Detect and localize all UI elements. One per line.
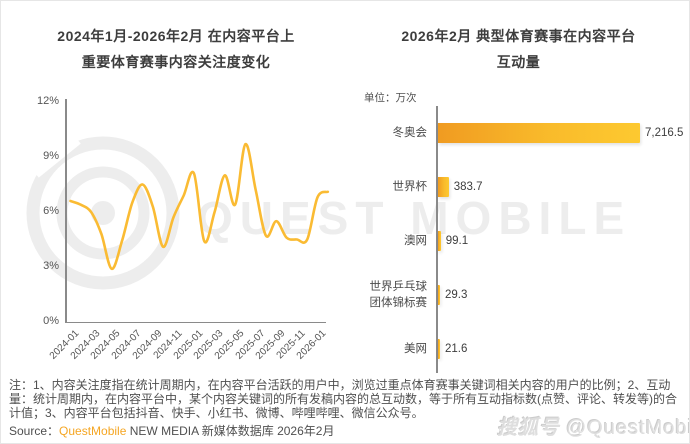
bar-value-label: 7,216.5 (645, 127, 684, 139)
line-chart-title-line1: 2024年1月-2026年2月 在内容平台上 (57, 28, 295, 44)
y-tick-label: 0% (43, 315, 59, 327)
footnote: 注：1、内容关注度指在统计周期内，在内容平台活跃的用户中，浏览过重点体育赛事关键… (9, 378, 677, 421)
source-suffix: NEW MEDIA 新媒体数据库 2026年2月 (126, 424, 335, 438)
bar-chart-title: 2026年2月 典型体育赛事在内容平台 互动量 (371, 23, 666, 75)
bar-category-label: 澳网 (404, 233, 427, 249)
source-line: Source：QuestMobile NEW MEDIA 新媒体数据库 2026… (9, 422, 334, 439)
bar-category-label: 冬奥会 (393, 125, 428, 141)
bar-category-label: 美网 (404, 341, 427, 357)
line-chart-title-line2: 重要体育赛事内容关注度变化 (81, 54, 271, 70)
bar-category-line: 冬奥会 (392, 127, 428, 139)
bar (438, 285, 440, 305)
y-tick-label: 12% (36, 95, 59, 107)
bar-category-label: 世界乒乓球团体锦标赛 (370, 279, 428, 311)
publisher-handle: @QuestMobile (566, 417, 689, 439)
y-tick-label: 9% (43, 150, 59, 162)
source-prefix: Source： (9, 424, 60, 438)
bar-category-label: 世界杯 (393, 179, 428, 195)
source-brand: QuestMobile (59, 424, 127, 438)
bar (438, 231, 441, 251)
bar-category-line: 美网 (404, 343, 427, 355)
bar-value-label: 21.6 (445, 343, 468, 355)
bar (438, 177, 449, 197)
bar-category-line: 团体锦标赛 (369, 297, 428, 309)
bar-value-label: 99.1 (445, 235, 469, 247)
bar-category-line: 世界乒乓球 (369, 281, 428, 293)
y-tick-label: 3% (43, 260, 59, 272)
bar (438, 339, 440, 359)
attention-trend-plot (68, 142, 329, 271)
publisher-badge-label: 搜狐号 (497, 417, 560, 439)
bar-category-line: 澳网 (404, 235, 427, 247)
bar-value-label: 383.7 (453, 181, 483, 193)
bar-category-line: 世界杯 (392, 181, 428, 193)
bar-chart-title-line1: 2026年2月 典型体育赛事在内容平台 (401, 28, 636, 44)
unit-label: 单位：万次 (364, 92, 417, 104)
y-tick-label: 6% (43, 205, 59, 217)
line-chart-x-axis (65, 321, 326, 323)
questmobile-logo-icon (26, 134, 180, 290)
line-chart-y-axis (65, 99, 67, 322)
line-chart-title: 2024年1月-2026年2月 在内容平台上 重要体育赛事内容关注度变化 (26, 23, 326, 75)
bar-chart-title-line2: 互动量 (496, 54, 541, 70)
attention-trend-line (68, 142, 329, 271)
publisher-watermark: 搜狐号 @QuestMobile (497, 411, 689, 440)
bar-value-label: 29.3 (445, 289, 468, 301)
bar (438, 123, 640, 143)
bar-chart-base-axis (436, 106, 438, 373)
